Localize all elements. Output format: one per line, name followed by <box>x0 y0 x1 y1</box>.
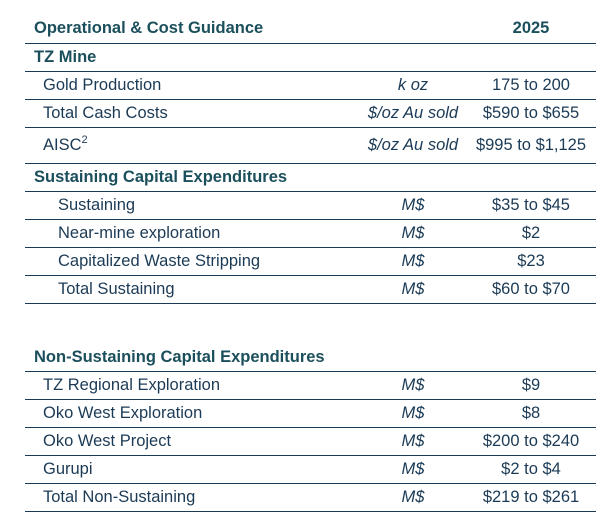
table-row: Capitalized Waste Stripping M$ $23 <box>25 248 596 276</box>
table-row: AISC 2 $/oz Au sold $995 to $1,125 <box>25 128 596 164</box>
table-row: Total Non-Sustaining M$ $219 to $261 <box>25 484 596 512</box>
row-unit: M$ <box>401 460 425 478</box>
row-unit: M$ <box>401 376 425 394</box>
row-label: Oko West Project <box>43 432 172 450</box>
row-value: $590 to $655 <box>482 104 580 122</box>
row-label: Near-mine exploration <box>58 224 221 242</box>
row-label-text: AISC <box>43 136 82 154</box>
row-label: Total Cash Costs <box>43 104 168 122</box>
row-value: $200 to $240 <box>482 432 580 450</box>
row-unit: M$ <box>401 224 425 242</box>
row-label: Total Sustaining <box>58 280 175 298</box>
row-label: Oko West Exploration <box>43 404 203 422</box>
guidance-table: Operational & Cost Guidance 2025 TZ Mine… <box>25 14 596 512</box>
row-unit: $/oz Au sold <box>367 104 459 122</box>
section-header-non-sustaining: Non-Sustaining Capital Expenditures <box>25 344 596 372</box>
section-label: Sustaining Capital Expenditures <box>34 168 288 186</box>
row-unit: M$ <box>401 404 425 422</box>
table-row: Total Cash Costs $/oz Au sold $590 to $6… <box>25 100 596 128</box>
row-label: AISC 2 <box>43 133 88 154</box>
row-unit: M$ <box>401 432 425 450</box>
row-unit: k oz <box>397 76 429 94</box>
table-row: Total Sustaining M$ $60 to $70 <box>25 276 596 304</box>
section-label: TZ Mine <box>34 48 97 66</box>
spacer-row <box>25 304 596 344</box>
row-unit: M$ <box>401 280 425 298</box>
year-column-header: 2025 <box>512 19 550 37</box>
table-row: Gold Production k oz 175 to 200 <box>25 72 596 100</box>
section-label: Non-Sustaining Capital Expenditures <box>34 348 325 366</box>
row-unit: M$ <box>401 488 425 506</box>
row-value: $219 to $261 <box>482 488 580 506</box>
row-unit: M$ <box>401 196 425 214</box>
row-label: Total Non-Sustaining <box>43 488 196 506</box>
row-unit: M$ <box>401 252 425 270</box>
row-label: TZ Regional Exploration <box>43 376 221 394</box>
row-value: $2 to $4 <box>501 460 561 478</box>
section-header-sustaining: Sustaining Capital Expenditures <box>25 164 596 192</box>
row-label: Capitalized Waste Stripping <box>58 252 261 270</box>
row-unit: $/oz Au sold <box>367 136 459 154</box>
section-header-tz-mine: TZ Mine <box>25 44 596 72</box>
table-row: Oko West Project M$ $200 to $240 <box>25 428 596 456</box>
row-value: $60 to $70 <box>492 280 570 298</box>
table-header-row: Operational & Cost Guidance 2025 <box>25 14 596 44</box>
table-title: Operational & Cost Guidance <box>34 19 264 37</box>
table-row: Near-mine exploration M$ $2 <box>25 220 596 248</box>
table-row: Oko West Exploration M$ $8 <box>25 400 596 428</box>
row-value: $23 <box>517 252 545 270</box>
table-row: Sustaining M$ $35 to $45 <box>25 192 596 220</box>
row-label: Gold Production <box>43 76 162 94</box>
row-value: $35 to $45 <box>492 196 570 214</box>
row-value: $9 <box>521 376 541 394</box>
table-row: TZ Regional Exploration M$ $9 <box>25 372 596 400</box>
row-label: Sustaining <box>58 196 136 214</box>
row-value: $2 <box>521 224 541 242</box>
row-value: 175 to 200 <box>492 76 570 94</box>
row-value: $995 to $1,125 <box>475 136 587 154</box>
row-value: $8 <box>521 404 541 422</box>
table-row: Gurupi M$ $2 to $4 <box>25 456 596 484</box>
row-label: Gurupi <box>43 460 93 478</box>
